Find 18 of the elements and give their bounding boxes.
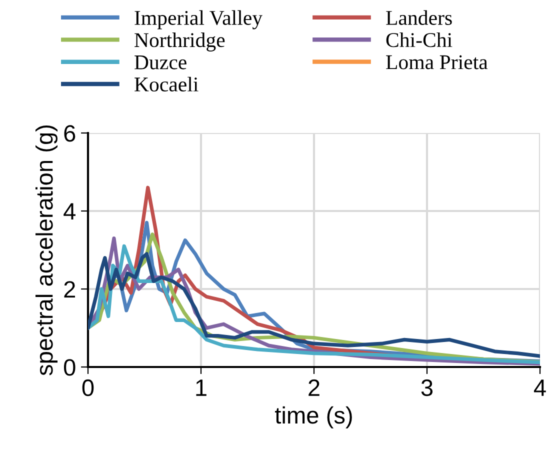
x-axis-title: time (s) [275, 406, 352, 428]
legend-label: Landers [386, 10, 452, 25]
x-tick-label: 0 [82, 379, 94, 396]
x-tick-label: 3 [421, 379, 433, 396]
y-axis-title: spectral acceleration (g) [36, 125, 58, 376]
legend-label: Duzce [134, 56, 186, 70]
legend-label: Loma Prieta [386, 55, 488, 70]
legend-label: Chi-Chi [386, 32, 452, 48]
y-tick-label: 6 [64, 125, 76, 142]
x-tick-label: 1 [196, 380, 206, 396]
x-tick-label: 2 [308, 379, 320, 396]
legend-label: Imperial Valley [134, 10, 262, 30]
legend-label: Kocaeli [134, 76, 198, 92]
y-tick-label: 4 [64, 203, 76, 220]
legend-label: Northridge [134, 32, 225, 52]
y-tick-label: 0 [64, 359, 76, 376]
y-tick-label: 2 [64, 281, 76, 298]
x-tick-label: 4 [534, 380, 546, 396]
